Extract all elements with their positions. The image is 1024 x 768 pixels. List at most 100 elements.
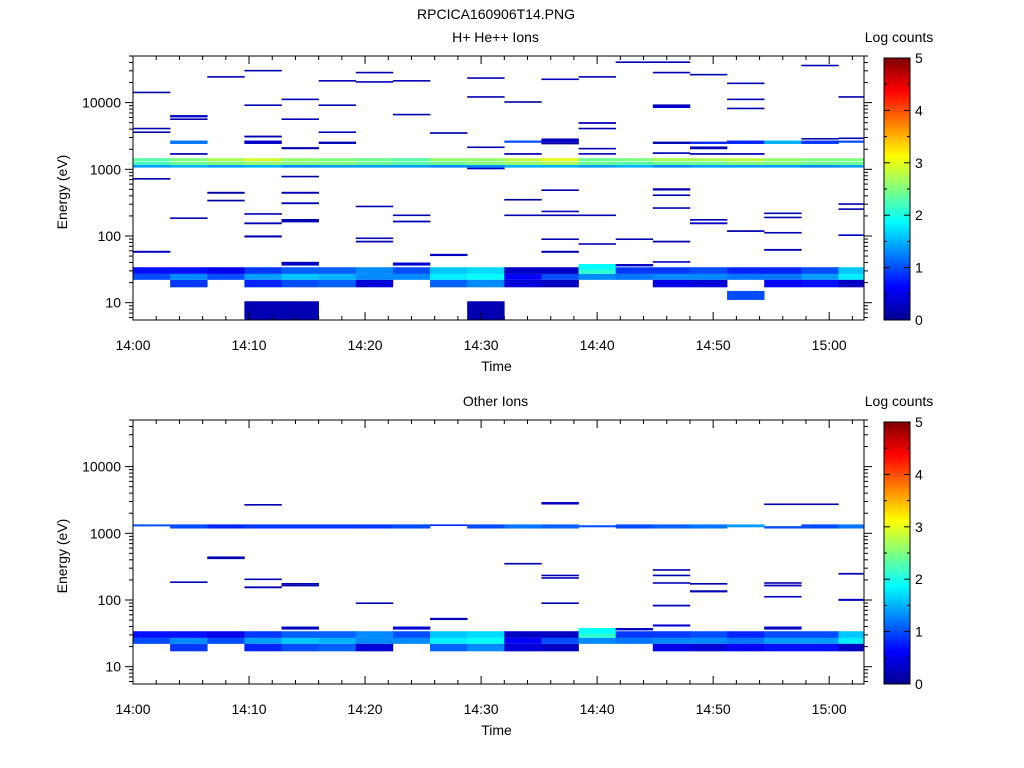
heatmap-cell — [764, 595, 802, 598]
heatmap-cell — [838, 158, 864, 162]
heatmap-cell — [764, 584, 802, 587]
heatmap-cell — [355, 273, 394, 280]
heatmap-cell — [281, 626, 319, 630]
heatmap-cell — [764, 158, 802, 162]
heatmap-cell — [244, 165, 282, 168]
heatmap-cell — [652, 524, 691, 529]
heatmap-cell — [541, 501, 579, 505]
heatmap-cell — [838, 96, 864, 98]
heatmap-cell — [318, 643, 357, 652]
colorbar-tick-label: 1 — [915, 260, 923, 276]
heatmap-cell — [727, 631, 765, 638]
heatmap-cell — [170, 153, 208, 155]
heatmap-cell — [541, 238, 579, 241]
heatmap-cell — [281, 267, 319, 274]
heatmap-cell — [318, 161, 357, 166]
heatmap-cell — [764, 582, 802, 584]
heatmap-cell — [689, 279, 728, 288]
heatmap-cell — [727, 161, 765, 166]
heatmap-cell — [838, 572, 864, 575]
heatmap-cell — [355, 71, 394, 74]
heatmap-cell — [467, 643, 505, 652]
heatmap-cell — [689, 218, 728, 221]
heatmap-cell — [801, 273, 839, 280]
heatmap-cell — [541, 250, 579, 253]
heatmap-cell — [801, 643, 839, 652]
heatmap-cell — [652, 273, 691, 280]
heatmap-cell — [318, 524, 357, 529]
heatmap-cell — [281, 524, 319, 529]
heatmap-cell — [615, 273, 654, 280]
heatmap-cell — [764, 631, 802, 638]
heatmap-cell — [578, 127, 616, 130]
heatmap-cell — [170, 267, 208, 274]
heatmap-cell — [541, 78, 579, 81]
heatmap-cell — [207, 637, 245, 644]
heatmap-cell — [838, 140, 864, 143]
heatmap-cell — [392, 80, 431, 82]
heatmap-cell — [578, 269, 616, 274]
heatmap-cell — [318, 279, 357, 288]
heatmap-cell — [541, 165, 579, 168]
heatmap-cell — [355, 279, 394, 288]
heatmap-cell — [430, 524, 468, 526]
heatmap-cell — [281, 631, 319, 638]
x-tick-label: 14:00 — [115, 337, 150, 353]
heatmap-cell — [838, 631, 864, 638]
y-tick-label: 100 — [98, 228, 122, 244]
colorbar — [883, 421, 911, 685]
heatmap-cell — [281, 158, 319, 162]
heatmap-cell — [430, 617, 468, 621]
heatmap-cell — [244, 631, 282, 638]
heatmap-cell — [355, 631, 394, 638]
colorbar-tick-label: 4 — [915, 466, 923, 482]
heatmap-cell — [615, 158, 654, 162]
heatmap-cell — [504, 158, 542, 162]
x-tick-label: 14:30 — [464, 701, 499, 717]
heatmap-cell — [207, 76, 245, 78]
heatmap-cell — [578, 243, 616, 245]
heatmap-cell — [578, 628, 616, 634]
heatmap-cell — [838, 137, 864, 140]
heatmap-cell — [318, 273, 357, 280]
heatmap-cell — [615, 238, 654, 241]
heatmap-cell — [467, 158, 505, 162]
heatmap-cell — [430, 158, 468, 162]
heatmap-cell — [504, 267, 542, 274]
heatmap-cell — [355, 637, 394, 644]
colorbar-tick-label: 2 — [915, 571, 923, 587]
heatmap-cell — [727, 273, 765, 280]
heatmap-cell — [689, 637, 728, 644]
heatmap-cell — [355, 267, 394, 274]
heatmap-cell — [170, 273, 208, 280]
heatmap-cell — [318, 80, 357, 82]
heatmap-cell — [170, 115, 208, 118]
heatmap-cell — [652, 240, 691, 243]
heatmap-cell — [281, 301, 319, 320]
plot-frame — [132, 55, 865, 321]
heatmap-cell — [727, 524, 765, 528]
heatmap-cell — [689, 141, 728, 144]
heatmap-cell — [355, 602, 394, 605]
heatmap-cell — [467, 273, 505, 280]
heatmap-cell — [801, 140, 839, 144]
colorbar-tick-label: 0 — [915, 676, 923, 692]
heatmap-cell — [652, 165, 691, 168]
x-tick-label: 14:40 — [580, 701, 615, 717]
heatmap-cell — [133, 165, 171, 168]
heatmap-cell — [504, 562, 542, 565]
heatmap-cells — [133, 61, 864, 320]
x-tick-label: 14:10 — [232, 701, 267, 717]
heatmap-cell — [764, 165, 802, 168]
heatmap-cell — [838, 208, 864, 210]
heatmap-cell — [727, 153, 765, 155]
heatmap-cell — [244, 524, 282, 529]
heatmap-cell — [801, 637, 839, 644]
heatmap-cell — [689, 146, 728, 150]
heatmap-cell — [467, 167, 505, 170]
heatmap-cell — [727, 637, 765, 644]
heatmap-cell — [207, 631, 245, 638]
heatmap-cell — [652, 161, 691, 166]
heatmap-cell — [727, 165, 765, 168]
heatmap-cell — [392, 267, 431, 274]
